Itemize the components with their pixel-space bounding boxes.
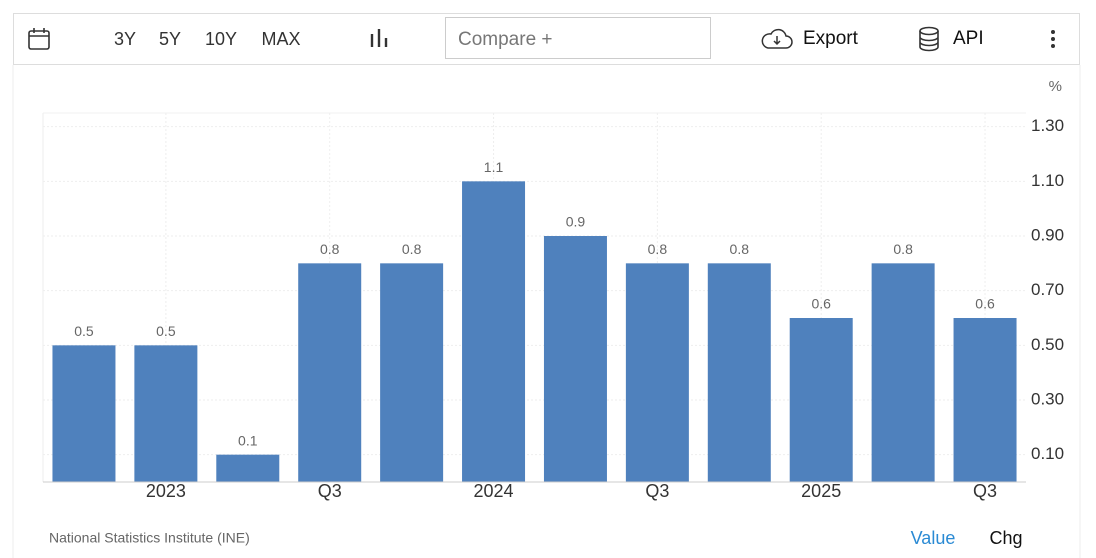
export-icon[interactable]	[761, 28, 793, 49]
bar	[134, 345, 198, 482]
data-label: 0.6	[811, 296, 831, 312]
data-label: 0.8	[320, 241, 340, 257]
export-button[interactable]: Export	[803, 28, 859, 49]
x-tick-label: 2025	[801, 481, 841, 501]
bar	[216, 454, 280, 482]
data-label: 0.8	[893, 241, 913, 257]
y-tick-label: 1.30	[1031, 116, 1064, 135]
range-button[interactable]: 5Y	[159, 29, 181, 49]
bar	[789, 318, 853, 482]
tab[interactable]: Chg	[989, 528, 1022, 548]
bar	[625, 263, 689, 482]
data-label: 0.8	[648, 241, 668, 257]
y-tick-label: 0.10	[1031, 444, 1064, 463]
range-button[interactable]: 3Y	[114, 29, 136, 49]
data-label: 0.5	[156, 323, 176, 339]
y-tick-label: 0.50	[1031, 335, 1064, 354]
tab[interactable]: Value	[911, 528, 956, 548]
bar	[298, 263, 362, 482]
x-tick-label: 2024	[474, 481, 514, 501]
y-tick-label: 0.70	[1031, 280, 1064, 299]
range-button[interactable]: 10Y	[205, 29, 237, 49]
api-icon[interactable]	[919, 26, 939, 52]
x-tick-label: Q3	[645, 481, 669, 501]
api-button[interactable]: API	[953, 28, 984, 49]
x-tick-label: Q3	[318, 481, 342, 501]
chart-type-icon[interactable]	[370, 29, 388, 47]
range-button[interactable]: MAX	[261, 29, 300, 49]
source: National Statistics Institute (INE)	[49, 530, 250, 546]
bar	[871, 263, 935, 482]
x-tick-label: Q3	[973, 481, 997, 501]
data-label: 0.5	[74, 323, 94, 339]
compare-input[interactable]	[445, 17, 711, 59]
bar	[462, 181, 526, 483]
data-label: 0.6	[975, 296, 995, 312]
bar	[707, 263, 771, 482]
plot: 0.10 0.30 0.50 0.70 0.90 1.10 1.30 0.5 0.5 2023 0.…	[42, 112, 1064, 501]
data-label: 0.8	[730, 241, 750, 257]
data-label: 0.9	[566, 214, 586, 230]
y-tick-label: 0.90	[1031, 225, 1064, 244]
calendar-icon[interactable]	[28, 28, 50, 50]
bar	[52, 345, 116, 482]
y-tick-label: 0.30	[1031, 389, 1064, 408]
data-label: 1.1	[484, 159, 504, 175]
data-label: 0.8	[402, 241, 422, 257]
more-menu[interactable]	[1051, 30, 1055, 48]
unit-label: %	[1049, 78, 1062, 95]
data-label: 0.1	[238, 432, 258, 448]
y-tick-label: 1.10	[1031, 171, 1064, 190]
bar	[380, 263, 444, 482]
compare-placeholder: Compare +	[458, 29, 553, 50]
x-tick-label: 2023	[146, 481, 186, 501]
bar	[953, 318, 1017, 482]
bar	[543, 236, 607, 482]
